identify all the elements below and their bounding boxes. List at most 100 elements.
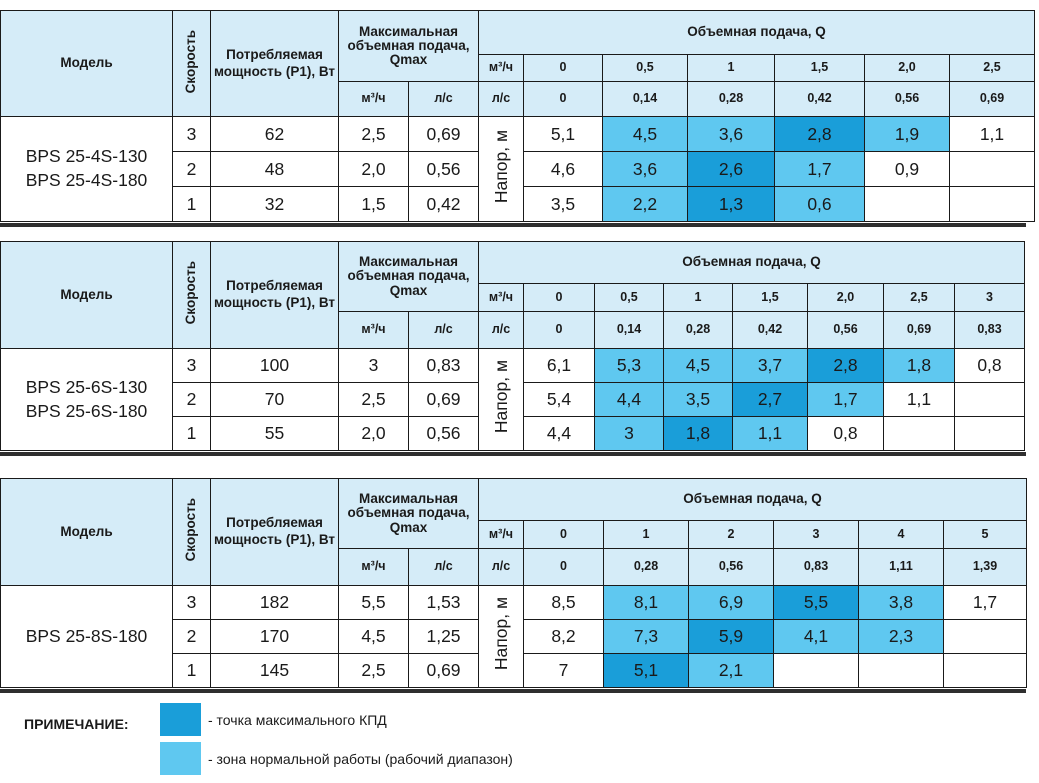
head-cell-working-range: 5,3 (594, 348, 664, 383)
head-cell-working-range: 4,5 (602, 116, 688, 152)
head-cell (954, 416, 1025, 451)
head-cell (949, 186, 1035, 222)
head-cell-working-range: 3,6 (687, 116, 775, 152)
flow-m3h-value: 2,0 (864, 54, 950, 82)
head-cell-max-efficiency: 2,8 (774, 116, 865, 152)
flow-ls-value: 0,56 (807, 311, 884, 349)
head-cell: 1,7 (943, 585, 1027, 620)
head-cell-working-range: 6,9 (688, 585, 774, 620)
head-cell-working-range: 1,1 (732, 416, 808, 451)
qmax-header: Максимальная объемная подача, Qmax (338, 241, 479, 312)
flow-title: Объемная подача, Q (478, 478, 1027, 521)
flow-ls-value: 0,83 (954, 311, 1025, 349)
flow-ls-value: 0,69 (949, 81, 1035, 117)
flow-m3h-value: 0 (523, 283, 595, 312)
head-cell-working-range: 4,5 (663, 348, 733, 383)
flow-ls-value: 0 (523, 548, 604, 586)
head-cell: 1,1 (949, 116, 1035, 152)
model-header: Модель (0, 478, 173, 586)
model-header: Модель (0, 10, 173, 117)
flow-title: Объемная подача, Q (478, 10, 1035, 55)
head-cell-max-efficiency: 2,7 (732, 382, 808, 417)
qmax-m3h-value: 2,5 (338, 116, 409, 152)
spec-table-3: Модель Скорость Потребляемая мощность (P1)… (0, 478, 1027, 688)
head-cell-working-range: 1,7 (774, 151, 865, 187)
qmax-ls-value: 1,25 (408, 619, 479, 654)
flow-unit-m3h: м³/ч (478, 283, 524, 312)
model-names: BPS 25-8S-180 (0, 585, 173, 688)
legend-swatch-best (160, 703, 201, 736)
flow-unit-m3h: м³/ч (478, 54, 524, 82)
head-cell: 8,5 (523, 585, 604, 620)
flow-ls-value: 0,14 (602, 81, 688, 117)
flow-m3h-value: 2,5 (883, 283, 955, 312)
head-cell-max-efficiency: 1,3 (687, 186, 775, 222)
flow-m3h-value: 0 (523, 520, 604, 549)
model-name: BPS 25-4S-180 (25, 170, 148, 190)
power-value: 70 (210, 382, 339, 417)
power-value: 62 (210, 116, 339, 152)
table-row: 2 48 2,0 0,56 4,6 3,6 2,6 1,7 0,9 (1, 151, 1035, 187)
legend-text-best: - точка максимального КПД (208, 712, 387, 728)
head-cell-max-efficiency: 5,5 (773, 585, 859, 620)
qmax-ls-value: 0,69 (408, 116, 479, 152)
qmax-m3h-value: 3 (338, 348, 409, 383)
head-cell: 8,2 (523, 619, 604, 654)
head-cell-working-range: 4,1 (773, 619, 859, 654)
qmax-unit-ls: л/с (408, 548, 479, 586)
head-cell: 4,4 (523, 416, 595, 451)
flow-ls-value: 0,28 (663, 311, 733, 349)
qmax-unit-m3h: м³/ч (338, 548, 409, 586)
head-cell-working-range: 3,6 (602, 151, 688, 187)
head-label-text: Напор, м (490, 129, 511, 204)
head-label-text: Напор, м (490, 360, 511, 434)
head-cell: 6,1 (523, 348, 595, 383)
head-cell (954, 382, 1025, 417)
head-cell-working-range: 8,1 (603, 585, 689, 620)
legend-title: ПРИМЕЧАНИЕ: (24, 716, 129, 732)
head-cell (858, 653, 944, 688)
model-names: BPS 25-6S-130 BPS 25-6S-180 (0, 348, 173, 451)
head-cell: 0,8 (807, 416, 884, 451)
head-cell-working-range: 3 (594, 416, 664, 451)
head-label-text: Напор, м (490, 597, 511, 671)
head-cell-working-range: 2,3 (858, 619, 944, 654)
model-name: BPS 25-6S-180 (25, 400, 148, 421)
flow-unit-ls: л/с (478, 81, 524, 117)
speed-value: 2 (172, 151, 211, 187)
head-cell (883, 416, 955, 451)
flow-unit-ls: л/с (478, 311, 524, 349)
flow-ls-value: 1,39 (943, 548, 1027, 586)
speed-header: Скорость (172, 241, 211, 349)
flow-m3h-value: 2,0 (807, 283, 884, 312)
flow-ls-value: 0,83 (773, 548, 859, 586)
flow-ls-value: 0,28 (687, 81, 775, 117)
qmax-ls-value: 0,42 (408, 186, 479, 222)
speed-value: 1 (172, 186, 211, 222)
legend-text-normal: - зона нормальной работы (рабочий диапаз… (208, 751, 513, 767)
head-cell: 4,6 (523, 151, 603, 187)
qmax-m3h-value: 2,5 (338, 653, 409, 688)
legend-swatch-normal (160, 742, 201, 775)
flow-unit-m3h: м³/ч (478, 520, 524, 549)
head-cell-working-range: 3,5 (663, 382, 733, 417)
flow-m3h-value: 1 (663, 283, 733, 312)
table-row: 1 32 1,5 0,42 3,5 2,2 1,3 0,6 (1, 186, 1035, 222)
flow-ls-value: 0,42 (774, 81, 865, 117)
head-cell-working-range: 7,3 (603, 619, 689, 654)
table-row: 2 70 2,5 0,69 5,4 4,4 3,5 2,7 1,7 1,1 (1, 382, 1025, 417)
power-value: 32 (210, 186, 339, 222)
power-value: 170 (210, 619, 339, 654)
flow-m3h-value: 3 (773, 520, 859, 549)
flow-unit-ls: л/с (478, 548, 524, 586)
qmax-m3h-value: 1,5 (338, 186, 409, 222)
speed-value: 2 (172, 619, 211, 654)
head-cell-working-range: 2,1 (688, 653, 774, 688)
speed-value: 1 (172, 653, 211, 688)
flow-title: Объемная подача, Q (478, 241, 1025, 284)
flow-m3h-value: 5 (943, 520, 1027, 549)
head-cell: 0,8 (954, 348, 1025, 383)
qmax-ls-value: 0,83 (408, 348, 479, 383)
head-label: Напор, м (478, 116, 524, 222)
qmax-ls-value: 0,56 (408, 151, 479, 187)
